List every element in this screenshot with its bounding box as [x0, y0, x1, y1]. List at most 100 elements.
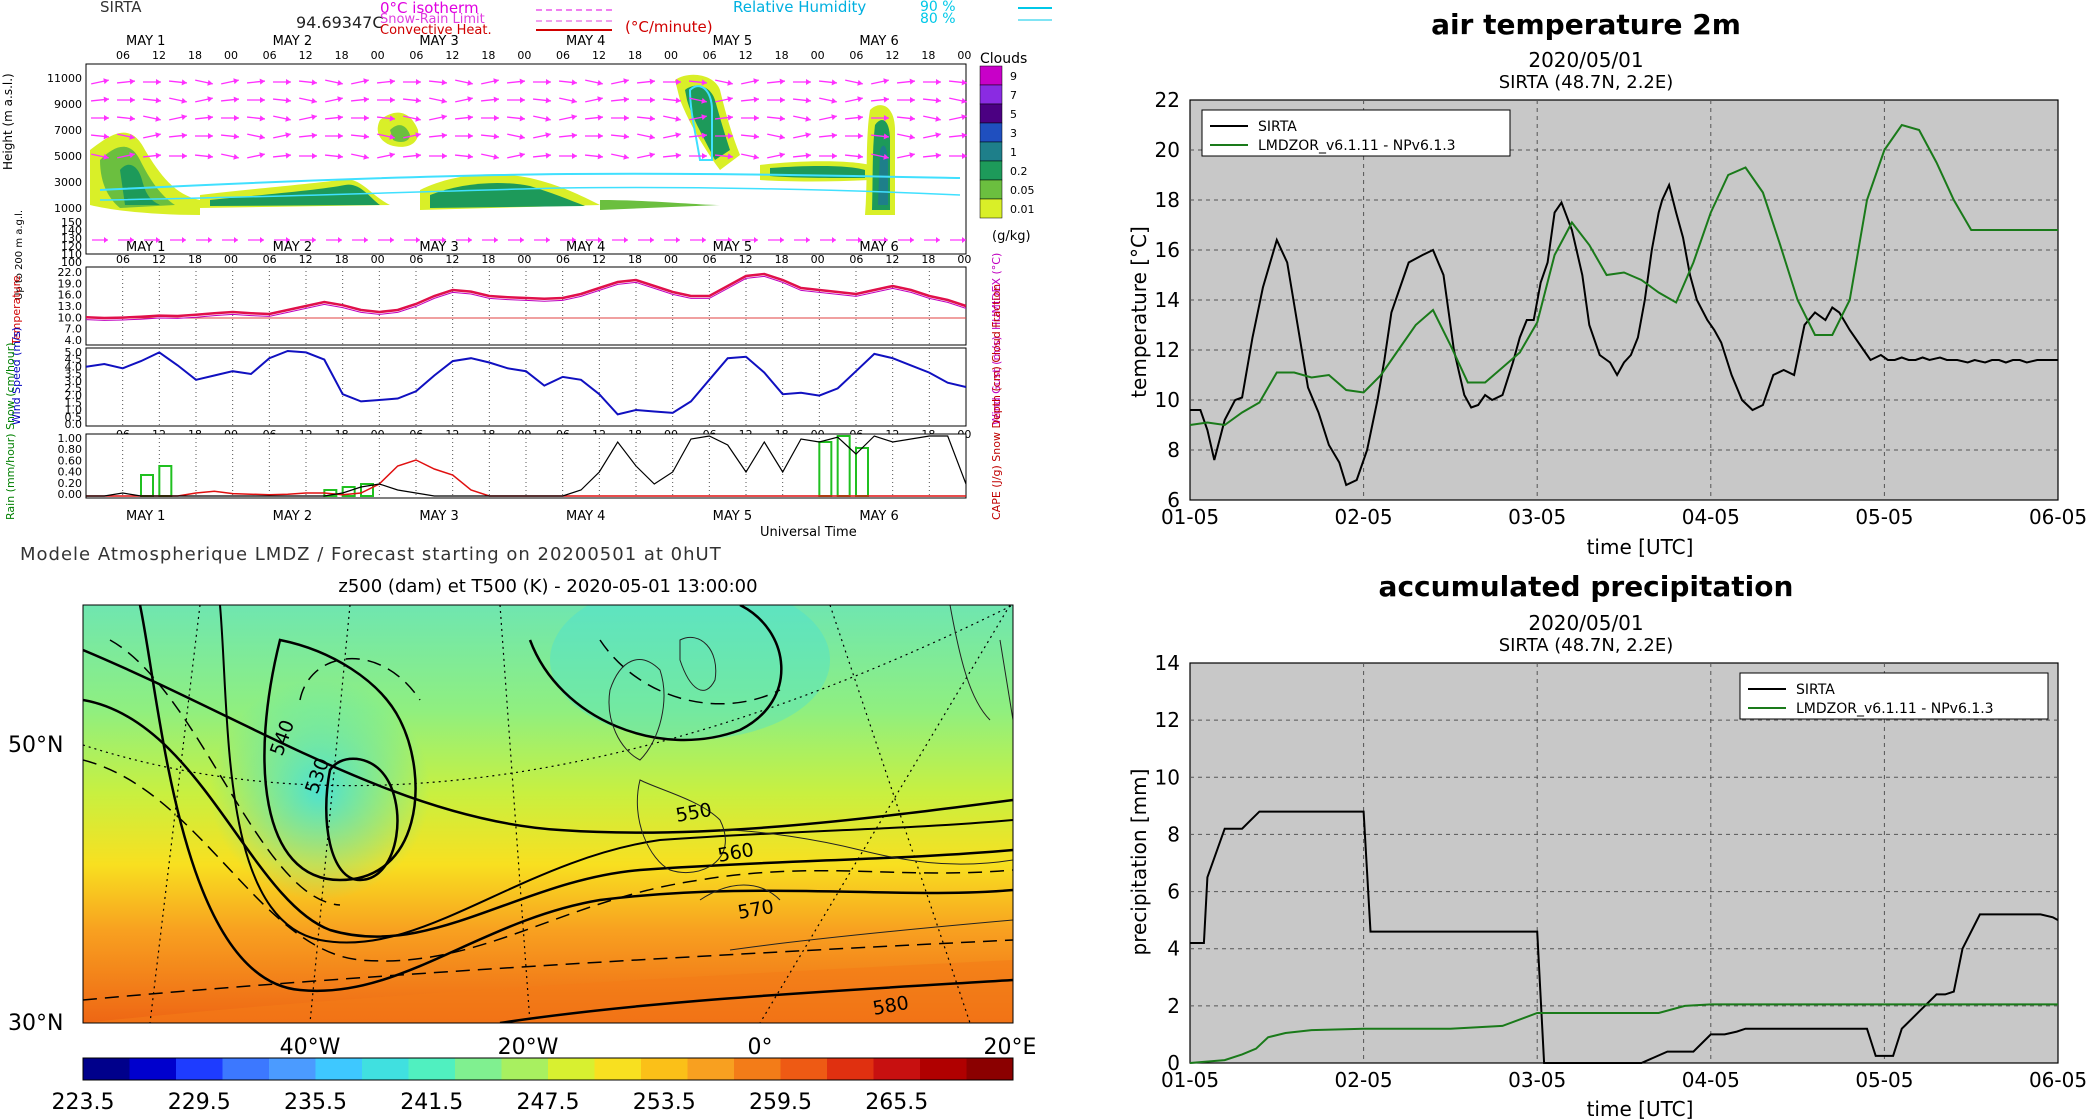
- lat-label-50n: 50°N: [8, 733, 63, 758]
- cloud-swatch: [979, 198, 1003, 219]
- station-name: SIRTA: [100, 0, 142, 16]
- wind-arrow: [688, 132, 708, 139]
- colorbar-swatch: [873, 1058, 921, 1080]
- wind-arrow: [949, 114, 967, 121]
- wind-arrow: [481, 78, 499, 85]
- wind-arrow: [299, 153, 317, 159]
- legend-entry: LMDZOR_v6.1.11 - NPv6.1.3: [1796, 701, 1994, 717]
- wind-arrow: [246, 115, 266, 122]
- plot-background: [1189, 662, 2059, 1064]
- series-line-0: [1190, 182, 2058, 487]
- wind-arrow-low: [768, 237, 784, 243]
- wind-arrows: [90, 78, 968, 243]
- wind-arrow: [195, 79, 213, 86]
- wind-arrow: [480, 96, 500, 103]
- hour-label: 18: [188, 49, 202, 62]
- wind-arrow: [844, 114, 864, 121]
- hour-label: 18: [335, 253, 349, 266]
- clouds-unit: (g/kg): [992, 229, 1031, 244]
- wind-arrow: [533, 79, 551, 85]
- wind-arrow-low: [118, 237, 134, 243]
- colorbar-swatch: [455, 1058, 502, 1080]
- wind-arrow: [506, 115, 526, 122]
- colorbar-swatch: [408, 1058, 456, 1080]
- y-tick-label: 0.80: [58, 443, 83, 456]
- wind-arrow: [871, 78, 889, 85]
- y-tick-label: 12: [1155, 708, 1180, 732]
- wind-arrow: [169, 153, 187, 159]
- y-tick-label: 0.60: [58, 454, 83, 467]
- y-tick-label: 9000: [54, 98, 82, 111]
- hour-label: 12: [592, 49, 606, 62]
- y-tick-label: 10: [1155, 765, 1180, 789]
- wind-arrow: [845, 96, 863, 103]
- wind-arrow: [117, 152, 135, 159]
- wind-arrow-low: [924, 237, 940, 243]
- hour-label: 12: [592, 253, 606, 266]
- wind-arrow-low: [846, 237, 862, 243]
- hour-label: 00: [664, 49, 678, 62]
- precip-chart-date: 2020/05/01: [1528, 611, 1643, 635]
- wind-arrow-low: [248, 237, 264, 243]
- wind-arrow: [168, 79, 188, 86]
- colorbar-tick: 247.5: [517, 1090, 580, 1115]
- day-label: MAY 4: [566, 240, 605, 255]
- wind-arrow: [91, 78, 109, 85]
- wind-arrow: [767, 152, 785, 159]
- y-tick-label: 2: [1167, 994, 1180, 1018]
- wind-arrow: [117, 133, 135, 140]
- hour-label: 00: [957, 49, 971, 62]
- rain-bar: [360, 483, 374, 497]
- y-tick-label: 3.0: [65, 375, 83, 388]
- wind-arrow: [793, 132, 811, 139]
- x-tick-label: 03-05: [1508, 1068, 1566, 1092]
- panel-temperature: [85, 266, 967, 346]
- cloud-swatch: [979, 160, 1003, 181]
- wind-arrow: [402, 97, 422, 104]
- wind-arrow: [689, 153, 707, 159]
- wind-arrow: [662, 152, 682, 159]
- wind-arrow: [299, 97, 317, 104]
- wind-arrow-low: [534, 237, 550, 243]
- wind-arrow: [454, 153, 474, 160]
- wind-arrow: [766, 115, 786, 122]
- rain-bar: [341, 486, 356, 497]
- wind-arrow: [142, 152, 162, 159]
- x-tick-label: 02-05: [1335, 505, 1393, 529]
- wind-arrow: [845, 133, 863, 139]
- wind-arrow: [220, 96, 240, 103]
- y-tick-label: 22.0: [58, 266, 83, 279]
- wind-arrow: [507, 133, 525, 140]
- rh-80: 80 %: [920, 11, 956, 27]
- clouds-colorbar: Clouds 9 7 5 3 1 0.2 0.05 0.01 (g/kg): [979, 51, 1035, 244]
- wind-arrow-low: [716, 237, 732, 243]
- wind-arrow-low: [352, 237, 368, 243]
- wind-arrow: [949, 153, 967, 159]
- wind-arrow: [870, 96, 890, 103]
- hour-label: 18: [335, 49, 349, 62]
- wind-arrow: [273, 79, 291, 85]
- hour-label: 06: [703, 253, 717, 266]
- colorbar-swatch: [966, 1058, 1014, 1080]
- wind-arrow: [376, 115, 396, 122]
- wind-arrow: [507, 97, 525, 103]
- wind-arrow-low: [508, 237, 524, 243]
- y-tick-label: 12: [1155, 338, 1180, 362]
- y-tick-label: 2.0: [65, 389, 83, 402]
- panel1-ylabel-low: Up to 200 m a.g.l.: [14, 210, 25, 300]
- wind-arrow-low: [612, 237, 628, 243]
- y-tick-label: 16.0: [58, 289, 83, 302]
- wind-arrow-low: [378, 237, 394, 243]
- colorbar-swatch: [315, 1058, 363, 1080]
- cloud-shapes: [90, 74, 961, 215]
- wind-arrow: [116, 78, 136, 85]
- map-title: z500 (dam) et T500 (K) - 2020-05-01 13:0…: [338, 576, 757, 597]
- wind-arrow: [663, 132, 681, 139]
- y-tick-label: 3.5: [65, 368, 83, 381]
- hour-label: 12: [299, 49, 313, 62]
- colorbar-swatch: [269, 1058, 316, 1080]
- temp-ylabel: temperature [°C]: [1127, 226, 1151, 398]
- hour-label: 00: [664, 253, 678, 266]
- wind-arrow: [844, 153, 864, 160]
- day-label: MAY 5: [713, 509, 752, 524]
